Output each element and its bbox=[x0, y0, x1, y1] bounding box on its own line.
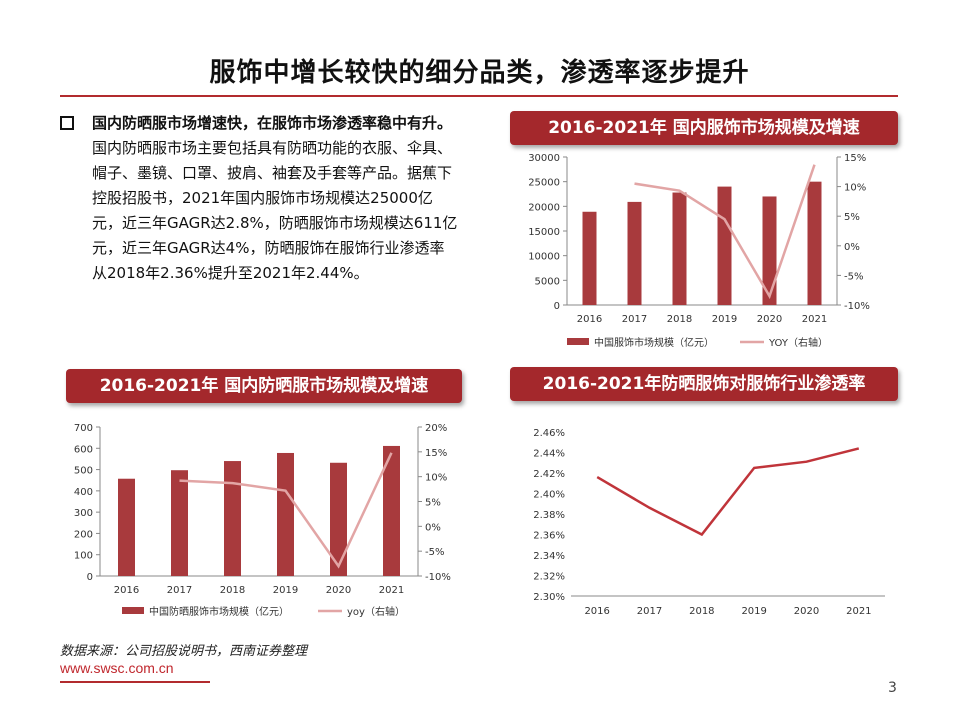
bullet-body: 国内防晒服市场主要包括具有防晒功能的衣服、伞具、帽子、墨镜、口罩、披肩、袖套及手… bbox=[92, 139, 458, 282]
y-tick-label-right: 0% bbox=[425, 522, 441, 533]
y-tick-label-left: 0 bbox=[554, 301, 560, 312]
footer-url[interactable]: www.swsc.com.cn bbox=[60, 660, 174, 676]
chart-sunprotect-title: 2016-2021年 国内防晒服市场规模及增速 bbox=[66, 369, 462, 403]
y-tick-label-right: 15% bbox=[425, 448, 447, 459]
y-tick-label-left: 400 bbox=[74, 487, 93, 498]
x-tick-label: 2020 bbox=[326, 585, 351, 596]
bullet-text: 国内防晒服市场增速快，在服饰市场渗透率稳中有升。国内防晒服市场主要包括具有防晒功… bbox=[92, 111, 458, 286]
bar-2019 bbox=[277, 452, 294, 576]
y-tick-label: 2.38% bbox=[533, 510, 565, 521]
y-tick-label-left: 300 bbox=[74, 508, 93, 519]
yoy-line bbox=[179, 452, 393, 569]
y-tick-label-right: -10% bbox=[425, 572, 451, 583]
bar-2021 bbox=[383, 445, 400, 576]
y-tick-label-left: 25000 bbox=[528, 178, 560, 189]
x-tick-label: 2017 bbox=[622, 314, 647, 325]
y-tick-label-left: 700 bbox=[74, 423, 93, 434]
page-number: 3 bbox=[888, 680, 897, 696]
x-tick-label: 2016 bbox=[114, 585, 139, 596]
legend-line-label: yoy（右轴） bbox=[347, 605, 405, 618]
y-tick-label-left: 600 bbox=[74, 444, 93, 455]
bullet-square-icon bbox=[60, 116, 74, 130]
x-tick-label: 2020 bbox=[794, 606, 819, 617]
bar-2020 bbox=[762, 196, 777, 305]
chart-sunprotect: 0 100 200 300 400 500 600 700 -10% -5% 0% 5% 10% 15% 2… bbox=[74, 423, 451, 618]
y-tick-label-right: 5% bbox=[844, 212, 860, 223]
y-tick-label-left: 30000 bbox=[528, 153, 560, 164]
chart-penetration: 2.30% 2.32% 2.34% 2.36% 2.38% 2.40% 2.42% 2.44%… bbox=[533, 428, 885, 617]
y-tick-label: 2.30% bbox=[533, 592, 565, 603]
legend-bar-swatch bbox=[122, 607, 144, 614]
y-tick-label-left: 15000 bbox=[528, 227, 560, 238]
bar-2016 bbox=[582, 211, 597, 305]
y-tick-label-right: 15% bbox=[844, 153, 866, 164]
y-tick-label-right: 0% bbox=[844, 242, 860, 253]
x-tick-label: 2021 bbox=[379, 585, 404, 596]
page-title: 服饰中增长较快的细分品类，渗透率逐步提升 bbox=[209, 58, 750, 88]
y-tick-label-right: -10% bbox=[844, 301, 870, 312]
bar-2018 bbox=[224, 461, 241, 576]
y-tick-label: 2.32% bbox=[533, 572, 565, 583]
y-tick-label: 2.42% bbox=[533, 469, 565, 480]
y-tick-label-left: 10000 bbox=[528, 252, 560, 263]
x-tick-label: 2021 bbox=[802, 314, 827, 325]
yoy-line bbox=[634, 164, 816, 300]
y-tick-label-right: 5% bbox=[425, 498, 441, 509]
penetration-line bbox=[596, 447, 860, 537]
bar-2016 bbox=[118, 478, 135, 576]
x-tick-label: 2018 bbox=[689, 606, 714, 617]
y-tick-label-right: -5% bbox=[425, 547, 444, 558]
bar-2017 bbox=[627, 201, 642, 305]
y-tick-label-left: 5000 bbox=[535, 276, 560, 287]
x-tick-label: 2019 bbox=[273, 585, 298, 596]
bullet-paragraph: 国内防晒服市场增速快，在服饰市场渗透率稳中有升。国内防晒服市场主要包括具有防晒功… bbox=[60, 111, 458, 286]
y-tick-label: 2.36% bbox=[533, 531, 565, 542]
x-tick-label: 2017 bbox=[167, 585, 192, 596]
y-tick-label: 2.40% bbox=[533, 490, 565, 501]
y-tick-label: 2.44% bbox=[533, 449, 565, 460]
legend-bar-label: 中国防晒服饰市场规模（亿元） bbox=[149, 605, 289, 618]
x-tick-label: 2017 bbox=[637, 606, 662, 617]
y-tick-label-right: -5% bbox=[844, 271, 863, 282]
bar-2017 bbox=[171, 470, 188, 576]
source-note: 数据来源：公司招股说明书，西南证券整理 bbox=[60, 644, 308, 659]
chart-apparel: 0 5000 10000 15000 20000 25000 30000 -10% -5% 0% 5… bbox=[528, 153, 870, 349]
chart-penetration-title: 2016-2021年防晒服饰对服饰行业渗透率 bbox=[510, 367, 898, 401]
title-divider bbox=[60, 95, 898, 97]
y-tick-label-left: 100 bbox=[74, 551, 93, 562]
x-tick-label: 2016 bbox=[577, 314, 602, 325]
x-tick-label: 2020 bbox=[757, 314, 782, 325]
x-tick-label: 2019 bbox=[741, 606, 766, 617]
y-tick-label-right: 10% bbox=[844, 183, 866, 194]
x-tick-label: 2018 bbox=[667, 314, 692, 325]
bar-2018 bbox=[672, 192, 687, 305]
footer-divider bbox=[60, 681, 210, 683]
bar-2020 bbox=[330, 462, 347, 576]
bar-2019 bbox=[717, 186, 732, 305]
y-tick-label-left: 0 bbox=[87, 572, 93, 583]
legend-bar-label: 中国服饰市场规模（亿元） bbox=[594, 336, 714, 349]
x-tick-label: 2021 bbox=[846, 606, 871, 617]
legend-bar-swatch bbox=[567, 338, 589, 345]
x-tick-label: 2016 bbox=[584, 606, 609, 617]
legend-line-label: YOY（右轴） bbox=[768, 336, 828, 349]
chart-apparel-title: 2016-2021年 国内服饰市场规模及增速 bbox=[510, 111, 898, 145]
y-tick-label-left: 200 bbox=[74, 529, 93, 540]
y-tick-label-left: 500 bbox=[74, 466, 93, 477]
x-tick-label: 2019 bbox=[712, 314, 737, 325]
y-tick-label-right: 10% bbox=[425, 473, 447, 484]
y-tick-label: 2.46% bbox=[533, 428, 565, 439]
y-tick-label-left: 20000 bbox=[528, 202, 560, 213]
bar-2021 bbox=[807, 181, 822, 305]
bullet-bold-lead: 国内防晒服市场增速快，在服饰市场渗透率稳中有升。 bbox=[92, 114, 453, 132]
y-tick-label-right: 20% bbox=[425, 423, 447, 434]
y-tick-label: 2.34% bbox=[533, 551, 565, 562]
x-tick-label: 2018 bbox=[220, 585, 245, 596]
